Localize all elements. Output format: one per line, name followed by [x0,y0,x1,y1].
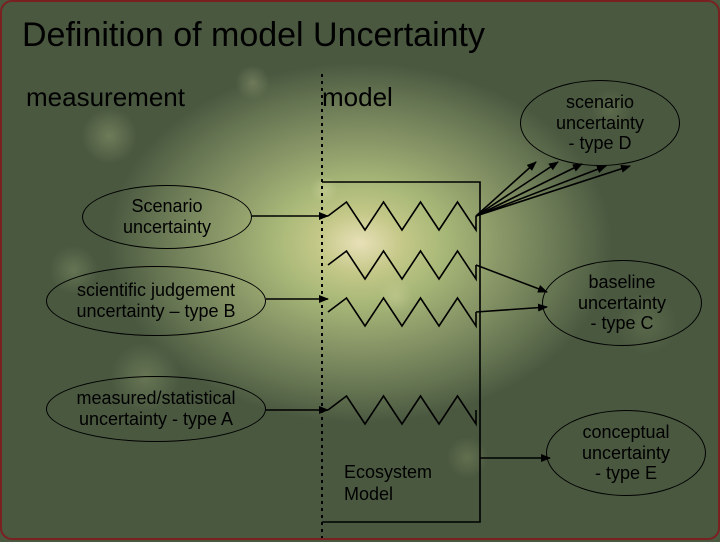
column-header-model: model [322,82,393,113]
diagram-content: Definition of model Uncertainty measurem… [2,2,718,538]
node-ecosystem-model: Ecosystem Model [344,462,432,505]
node-scenario-uncertainty-type-d: scenario uncertainty - type D [520,80,680,166]
column-header-measurement: measurement [26,82,185,113]
node-measured-statistical-type-a: measured/statistical uncertainty - type … [46,376,266,442]
node-scientific-judgement-type-b: scientific judgement uncertainty – type … [46,266,266,336]
node-scenario-uncertainty: Scenario uncertainty [82,185,252,249]
node-conceptual-uncertainty-type-e: conceptual uncertainty - type E [546,410,706,496]
node-baseline-uncertainty-type-c: baseline uncertainty - type C [542,260,702,346]
page-title: Definition of model Uncertainty [22,16,485,55]
